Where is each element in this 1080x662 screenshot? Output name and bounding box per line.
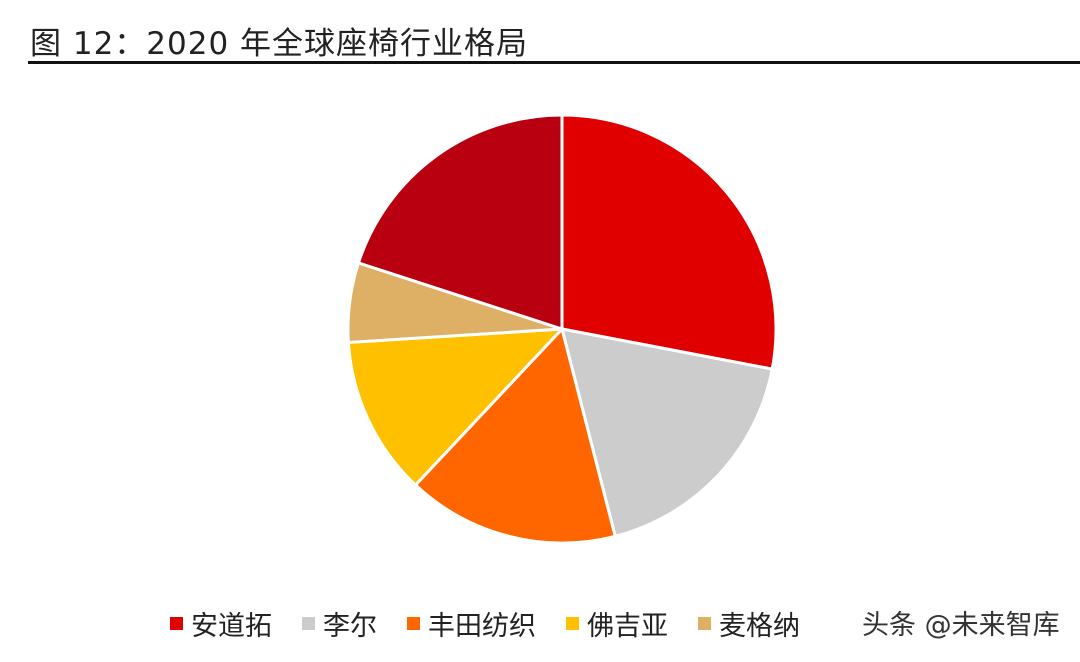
pie-slice-3 (346, 327, 564, 487)
pie-slice-5 (356, 113, 564, 331)
legend-swatch-2 (407, 616, 420, 630)
pie-chart (346, 113, 778, 545)
legend-item-3: 佛吉亚 (566, 604, 668, 643)
chart-title: 图 12：2020 年全球座椅行业格局 (30, 26, 529, 62)
legend-item-1: 李尔 (302, 604, 377, 643)
legend-item-4: 麦格纳 (698, 604, 800, 643)
watermark: 头条 @未来智库 (858, 603, 1060, 642)
legend-label-4: 麦格纳 (719, 610, 800, 642)
legend-swatch-1 (302, 616, 315, 630)
legend: 安道拓 李尔 丰田纺织 佛吉亚 麦格纳 (170, 603, 830, 643)
legend-swatch-4 (698, 616, 711, 630)
legend-label-0: 安道拓 (191, 610, 272, 642)
legend-swatch-0 (170, 616, 183, 630)
legend-item-0: 安道拓 (170, 604, 272, 643)
pie-slice-1 (560, 327, 774, 538)
legend-label-1: 李尔 (323, 610, 377, 642)
legend-label-2: 丰田纺织 (428, 610, 536, 642)
pie-slice-2 (414, 327, 617, 545)
legend-label-3: 佛吉亚 (587, 610, 668, 642)
legend-item-2: 丰田纺织 (407, 604, 536, 643)
title-divider (28, 61, 1080, 64)
pie-slice-0 (560, 113, 778, 371)
legend-swatch-3 (566, 616, 579, 630)
